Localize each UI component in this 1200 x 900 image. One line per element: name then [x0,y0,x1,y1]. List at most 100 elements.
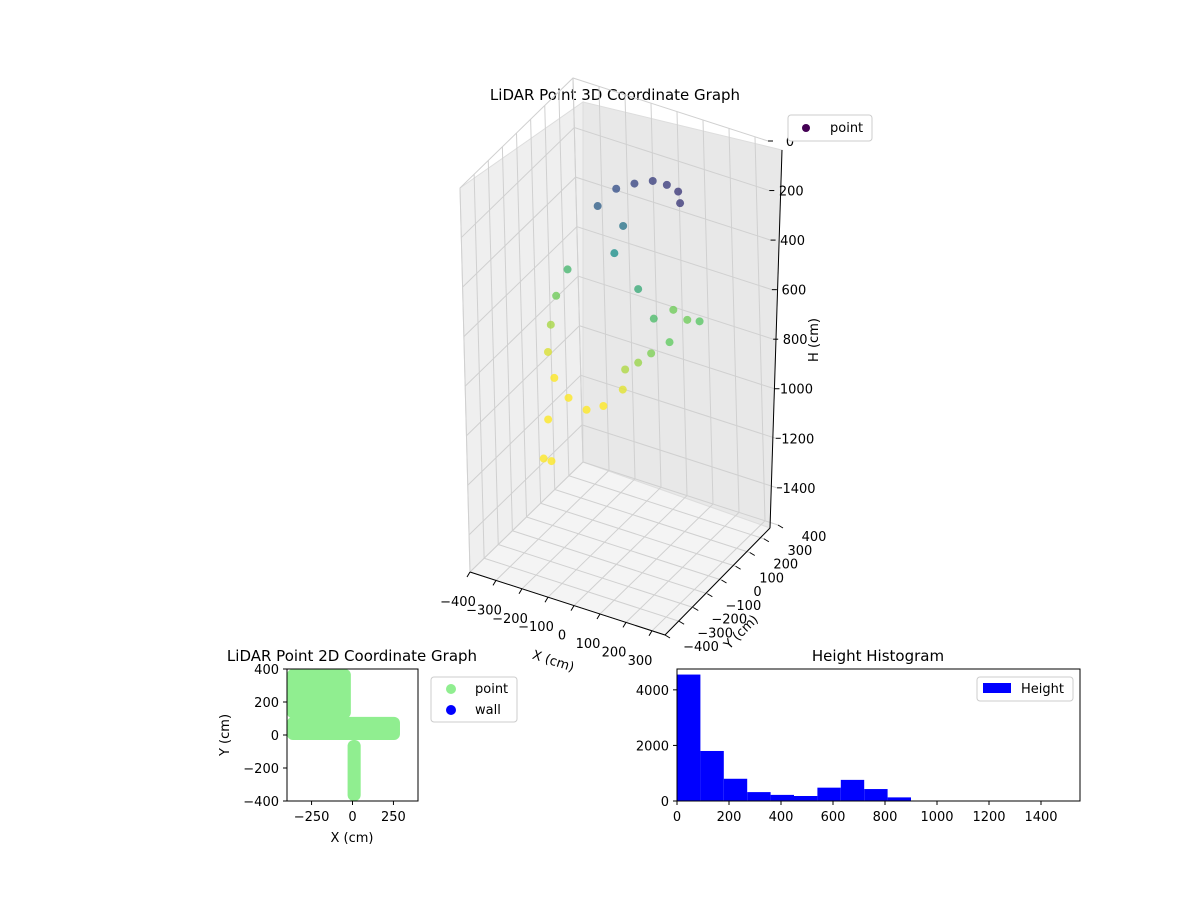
plot3d-point [612,184,621,193]
plot3d-z-tick-label: 200 [779,185,804,200]
plot3d-gridline-z [467,374,776,486]
plot3d-gridline-z [468,424,778,536]
plot3d-y-tick-label: 0 [753,585,761,600]
plot3d-x-axis-line [469,571,666,636]
plot3d-x-tick [622,622,627,628]
plot3d-point [674,187,683,196]
plot3d-ticks: −400−300−200−1000100200300−400−300−200−1… [440,135,826,669]
plot3d-y-axis-line [664,527,771,636]
plot3d-z-tick-label: 0 [786,135,794,150]
plot3d-point [619,221,628,230]
plot3d-y-tick [763,538,770,543]
histogram-bar [677,674,701,801]
plot3d-gridline-y [530,119,736,567]
plot3d-y-tick-label: 300 [787,544,812,559]
plot3d-legend-label-point: point [830,121,863,136]
plot3d-x-tick-label: −300 [466,603,502,618]
plot3d-point [582,405,591,414]
plot3d-point [621,365,630,374]
plot3d-x-tick [544,596,549,603]
plot2d-y-tick-label: −400 [243,795,279,810]
histogram-y-tick-label: 4000 [636,684,669,699]
histogram-bars [677,674,1075,801]
plot3d-legend-box [787,114,873,142]
histogram-x-tick-label: 200 [717,810,742,825]
plot3d-legend-marker-point [802,124,810,132]
plot3d-point [665,338,674,347]
plot3d-x-tick-label: 100 [576,637,601,652]
plot3d-point [669,305,678,314]
plot3d-gridline-z [466,325,775,437]
plot2d-y-tick-label: 200 [254,696,279,711]
histogram-bar [700,750,724,801]
plot3d-gridline-y [544,105,750,553]
plot3d-y-tick [692,607,699,611]
histogram-bar [794,795,818,801]
plot3d-x-tick-label: −100 [518,620,554,635]
histogram-title: Height Histogram [812,647,944,665]
plot3d-title: LiDAR Point 3D Coordinate Graph [490,86,740,104]
plot3d-point [634,358,643,367]
plot3d-point [648,176,657,185]
plot3d: LiDAR Point 3D Coordinate Graph −400−300… [440,77,873,676]
plot3d-legend: point [787,114,873,142]
plot3d-point [618,385,627,394]
plot3d-z-tick-label: 600 [781,284,806,299]
plot3d-point [593,202,602,211]
plot3d-gridline-z [459,77,769,189]
plot3d-x-tick-label: −400 [440,595,476,610]
plot2d-y-tick-label: 0 [271,729,279,744]
histogram-bar [887,797,911,801]
plot3d-point [543,347,552,356]
plot3d-x-tick [518,588,523,595]
plot3d-y-tick-label: −100 [726,599,762,614]
plot3d-x-tick-label: 300 [628,654,653,669]
plot3d-y-tick [721,579,727,584]
histogram-x-tick-label: 600 [821,810,846,825]
histogram-y-tick-label: 2000 [636,739,669,754]
plot3d-point [599,402,608,411]
plot3d-x-tick-label: −200 [492,612,528,627]
histogram-x-tick-label: 400 [769,810,794,825]
plot3d-z-tick-label: 1400 [782,482,815,497]
plot3d-y-tick-label: 200 [773,558,798,573]
plot3d-point [662,180,671,189]
histogram-bar [747,792,771,801]
plot3d-point [630,179,639,188]
plot3d-xlabel: X (cm) [530,648,576,676]
plot3d-x-tick [466,571,471,578]
plot3d-gridline-y [501,146,708,595]
histogram-x-tick-label: 0 [673,810,681,825]
histogram-frame [676,668,1081,802]
plot3d-point [539,454,548,463]
plot3d-gridline-y [572,77,779,526]
plot2d-x-tick-label: 0 [348,810,356,825]
plot2d-legend-marker-point [446,684,456,694]
histogram-legend-label: Height [1021,682,1064,697]
plot2d-point-region [287,669,351,719]
plot3d-point [552,291,561,300]
plot2d-y-tick-label: −200 [243,762,279,777]
plot3d-point [695,317,704,326]
plot3d-point [564,393,573,402]
plot3d-gridline-z [463,226,773,338]
plot3d-point [683,315,692,324]
plot2d-points [287,669,400,801]
plot2d-legend-label-point: point [475,682,508,697]
plot3d-x-tick [648,630,653,637]
histogram-x-tick-label: 1400 [1024,810,1057,825]
plot2d-title: LiDAR Point 2D Coordinate Graph [227,647,477,665]
plot2d-legend: point wall [430,676,518,723]
histogram-x-tick-label: 1000 [920,810,953,825]
plot2d-legend-label-wall: wall [475,703,501,718]
histogram-y-tick-label: 0 [661,795,669,810]
plot2d-ylabel: Y (cm) [218,714,233,757]
plot2d-point-region [347,739,361,801]
histogram-bar [817,787,841,801]
histogram-bar [723,778,748,801]
plot3d-x-tick-label: 0 [558,629,566,644]
plot2d-ticks: −250 0 250 400 200 0 −200 −400 [243,663,406,825]
histogram-x-tick-label: 800 [873,810,898,825]
histogram: Height Histogram 0 200 400 600 800 1000 1200 14… [636,647,1081,825]
